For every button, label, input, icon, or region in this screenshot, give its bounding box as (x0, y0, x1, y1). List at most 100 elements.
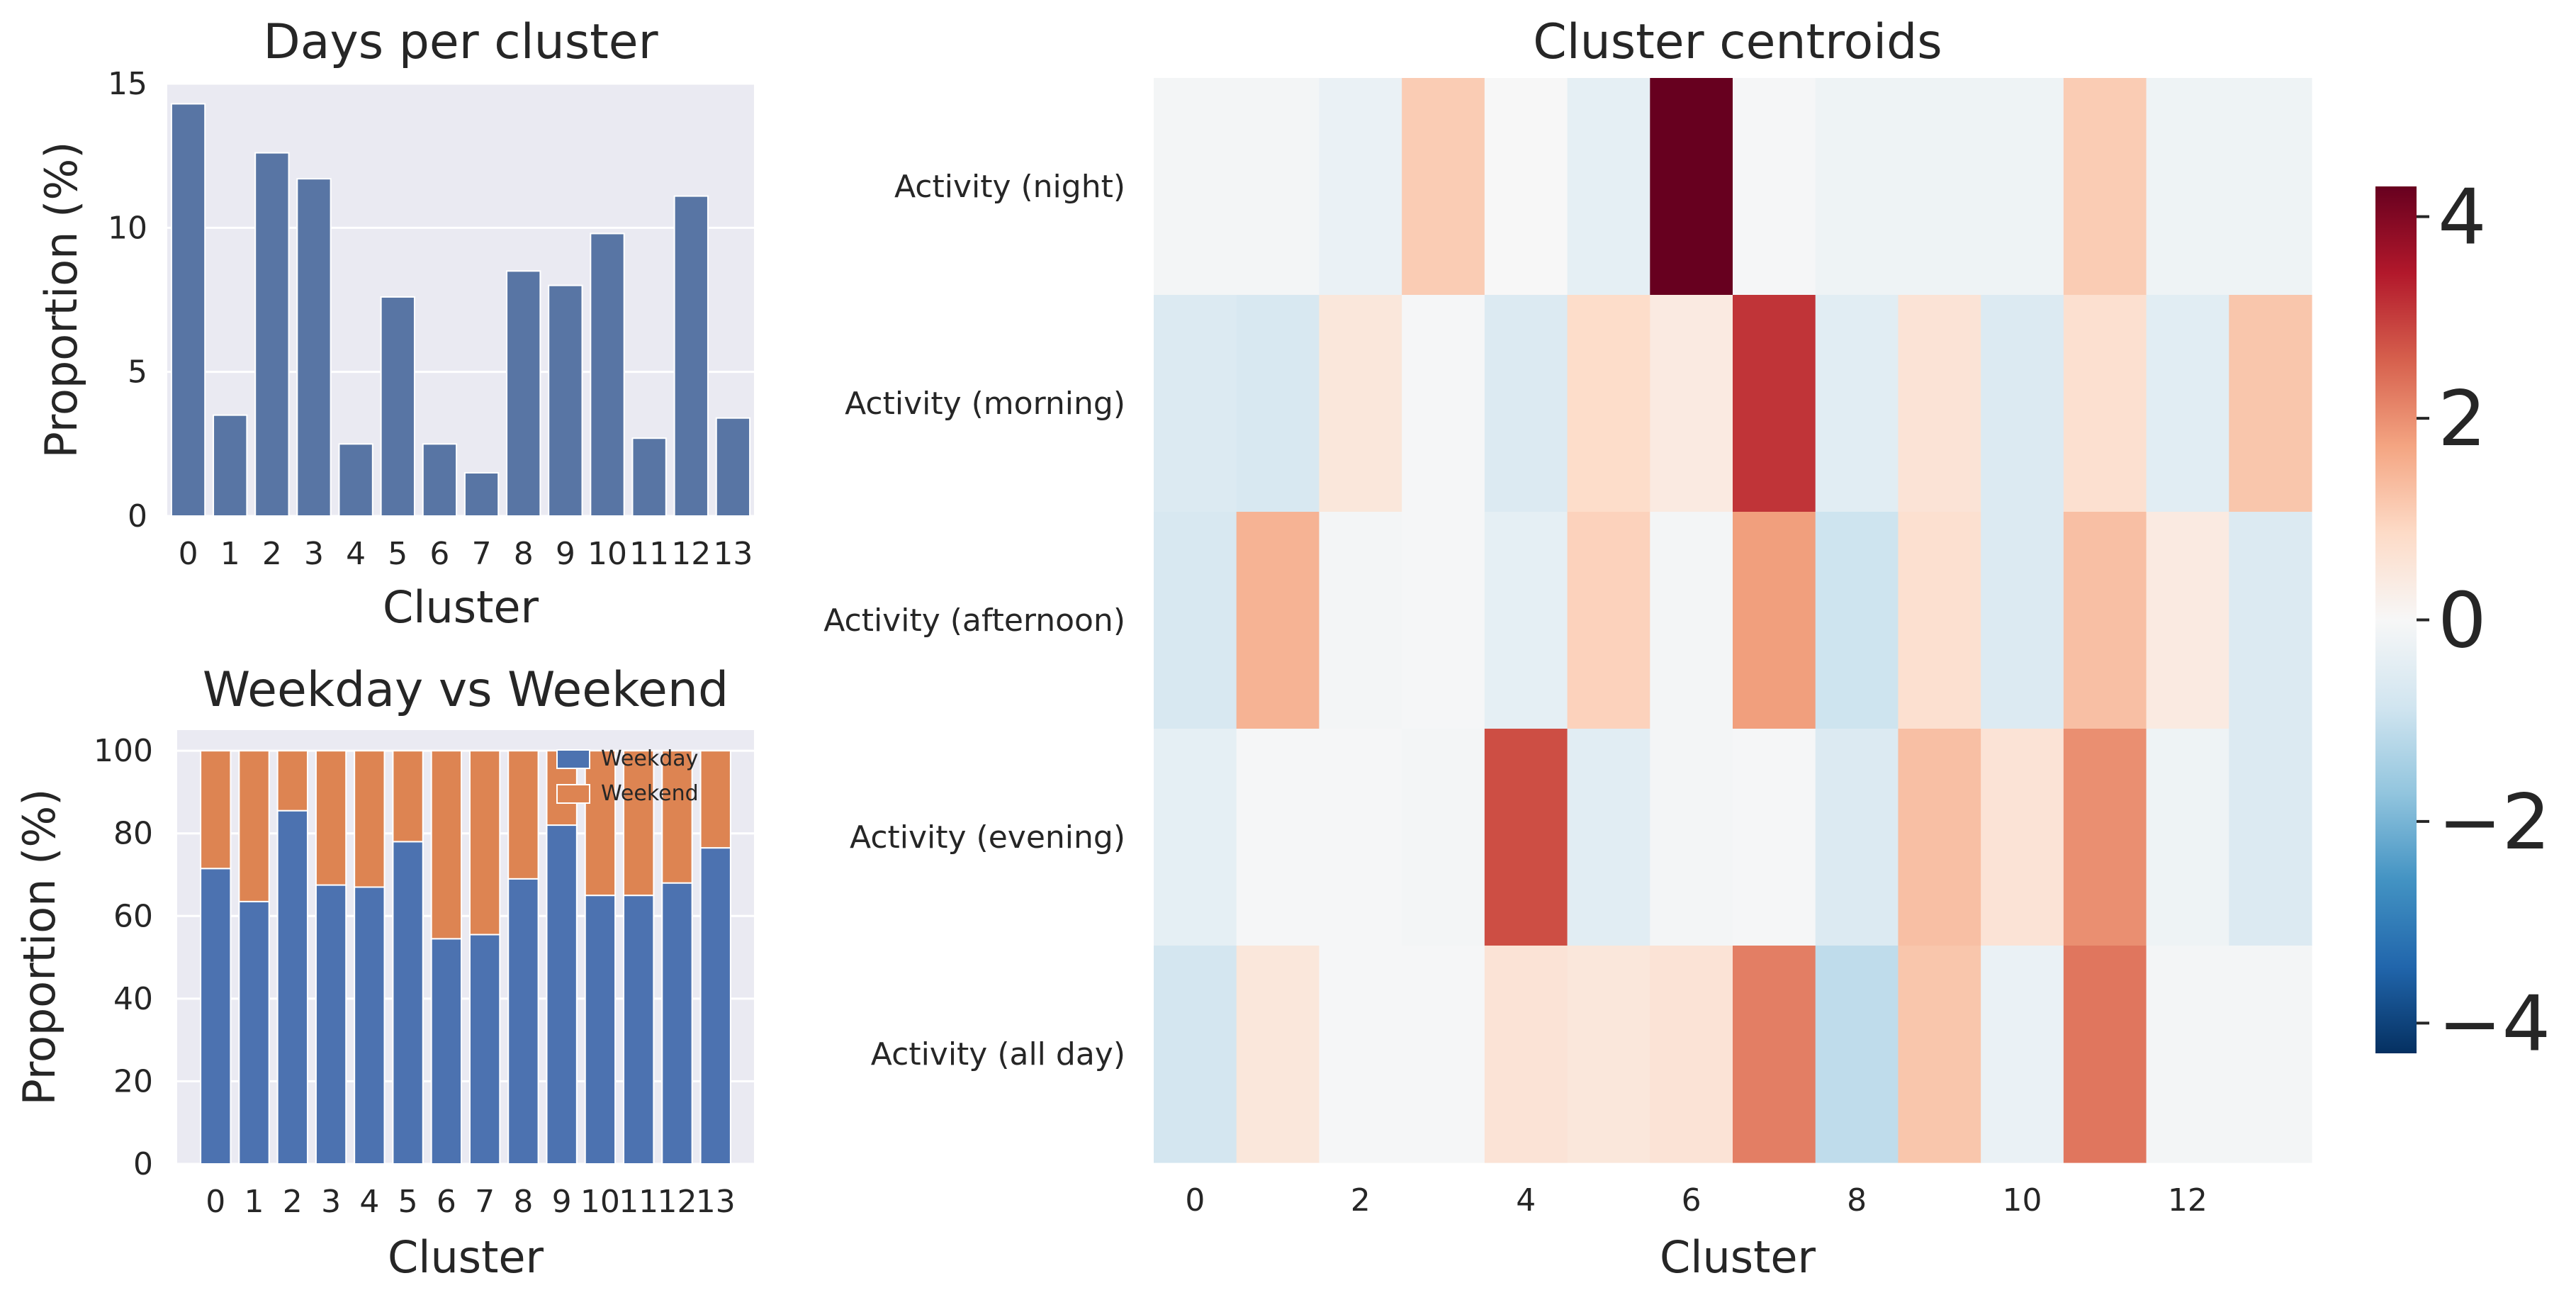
heatmap-cell (1236, 729, 1320, 946)
row-label: Activity (evening) (850, 819, 1125, 856)
x-tick-label: 4 (346, 536, 366, 572)
bar (463, 472, 500, 517)
heatmap-cell (2063, 512, 2147, 729)
heatmap-cell (2146, 295, 2229, 512)
y-tick-label: 40 (113, 981, 153, 1017)
heatmap-cell (1484, 295, 1568, 512)
row-label: Activity (night) (894, 169, 1125, 205)
chart-title: Days per cluster (263, 14, 658, 70)
legend-label-weekend: Weekend (601, 781, 699, 806)
heatmap-cell (1154, 946, 1237, 1163)
row-label: Activity (morning) (845, 386, 1125, 422)
colorbar: 4 2 0 −2 −4 (2375, 174, 2550, 1068)
x-tick-label: 1 (220, 536, 240, 572)
legend-label-weekday: Weekday (601, 746, 698, 771)
heatmap-cell (1236, 512, 1320, 729)
bar-weekend (200, 750, 232, 870)
bar-weekend (507, 750, 539, 880)
heatmap-cell (1402, 78, 1485, 296)
heatmap-cell (1898, 295, 1981, 512)
bar-weekday (200, 868, 232, 1165)
x-tick-label: 3 (321, 1184, 341, 1220)
heatmap-cell (1236, 946, 1320, 1163)
x-tick-label: 11 (629, 536, 669, 572)
y-tick-label: 60 (113, 898, 153, 934)
y-tick-label: 5 (128, 354, 147, 391)
colorbar-tick-label: 4 (2438, 174, 2487, 262)
bar-weekday (238, 900, 270, 1165)
y-axis-label: Proportion (%) (13, 789, 65, 1106)
plot-background (177, 730, 754, 1164)
x-tick-label: 9 (556, 536, 575, 572)
heatmap-cell (1981, 729, 2064, 946)
x-tick-label: 2 (262, 536, 282, 572)
heatmap-cell (1484, 946, 1568, 1163)
bar-weekend (584, 750, 617, 897)
heatmap-cell (1815, 78, 1899, 296)
x-tick-label: 0 (1185, 1182, 1205, 1218)
heatmap-cell (1981, 295, 2064, 512)
heatmap-cell (1898, 729, 1981, 946)
heatmap-cell (1319, 295, 1402, 512)
colorbar-tick-label: 2 (2438, 375, 2487, 464)
heatmap-cell (1981, 512, 2064, 729)
bar-weekday (430, 938, 463, 1165)
heatmap-cell (1733, 295, 1816, 512)
heatmap-cell (1733, 946, 1816, 1163)
colorbar-tick-label: 0 (2438, 577, 2487, 666)
x-tick-label: 8 (1847, 1182, 1867, 1218)
heatmap-cell (1319, 946, 1402, 1163)
x-tick-label: 12 (2168, 1182, 2207, 1218)
heatmap-cell (2063, 729, 2147, 946)
x-tick-label: 11 (619, 1184, 658, 1220)
x-tick-label: 12 (671, 536, 711, 572)
heatmap-cell (1236, 295, 1320, 512)
x-tick-label: 2 (283, 1184, 303, 1220)
bar (715, 417, 751, 517)
legend-swatch-weekday (556, 749, 590, 769)
x-axis-label: Cluster (383, 581, 539, 633)
x-tick-label: 4 (1516, 1182, 1536, 1218)
bar (380, 296, 415, 517)
bar-weekend (276, 750, 308, 812)
heatmap-cell (1567, 295, 1650, 512)
heatmap-cell (2146, 946, 2229, 1163)
bar (338, 443, 373, 517)
x-tick-label: 4 (359, 1184, 379, 1220)
x-tick-label: 0 (206, 1184, 225, 1220)
heatmap-cell (2229, 729, 2312, 946)
bar-weekend (354, 750, 386, 888)
x-tick-label: 10 (587, 536, 627, 572)
heatmap-cell (1650, 295, 1733, 512)
y-tick-labels: 0 20 40 60 80 100 (94, 733, 153, 1182)
heatmap-cell (1815, 729, 1899, 946)
colorbar-ticks: 4 2 0 −2 −4 (2417, 174, 2550, 1068)
x-tick-label: 2 (1351, 1182, 1371, 1218)
bars (170, 103, 751, 517)
heatmap-cell (1567, 946, 1650, 1163)
heatmap-cell (2063, 78, 2147, 296)
heatmap-cell (1981, 78, 2064, 296)
heatmap-cell (1567, 512, 1650, 729)
bar-weekday (584, 895, 617, 1165)
x-tick-label: 10 (2003, 1182, 2042, 1218)
bar (296, 178, 332, 517)
bar-weekend (468, 750, 501, 936)
x-tick-labels: 0 2 4 6 8 10 12 (1185, 1182, 2207, 1218)
heatmap-cell (1154, 295, 1237, 512)
y-tick-label: 10 (108, 210, 147, 246)
y-tick-label: 80 (113, 816, 153, 852)
x-tick-label: 1 (244, 1184, 264, 1220)
row-labels: Activity (night) Activity (morning) Activi… (823, 169, 1125, 1072)
heatmap-cell (2146, 512, 2229, 729)
bar-weekend (661, 750, 693, 884)
bar-weekday (507, 878, 539, 1165)
bar (422, 443, 458, 517)
colorbar-gradient (2375, 186, 2417, 1053)
heatmap-cell (1484, 512, 1568, 729)
bar (590, 232, 625, 517)
heatmap-cell (1567, 729, 1650, 946)
bar-weekday (546, 824, 578, 1165)
